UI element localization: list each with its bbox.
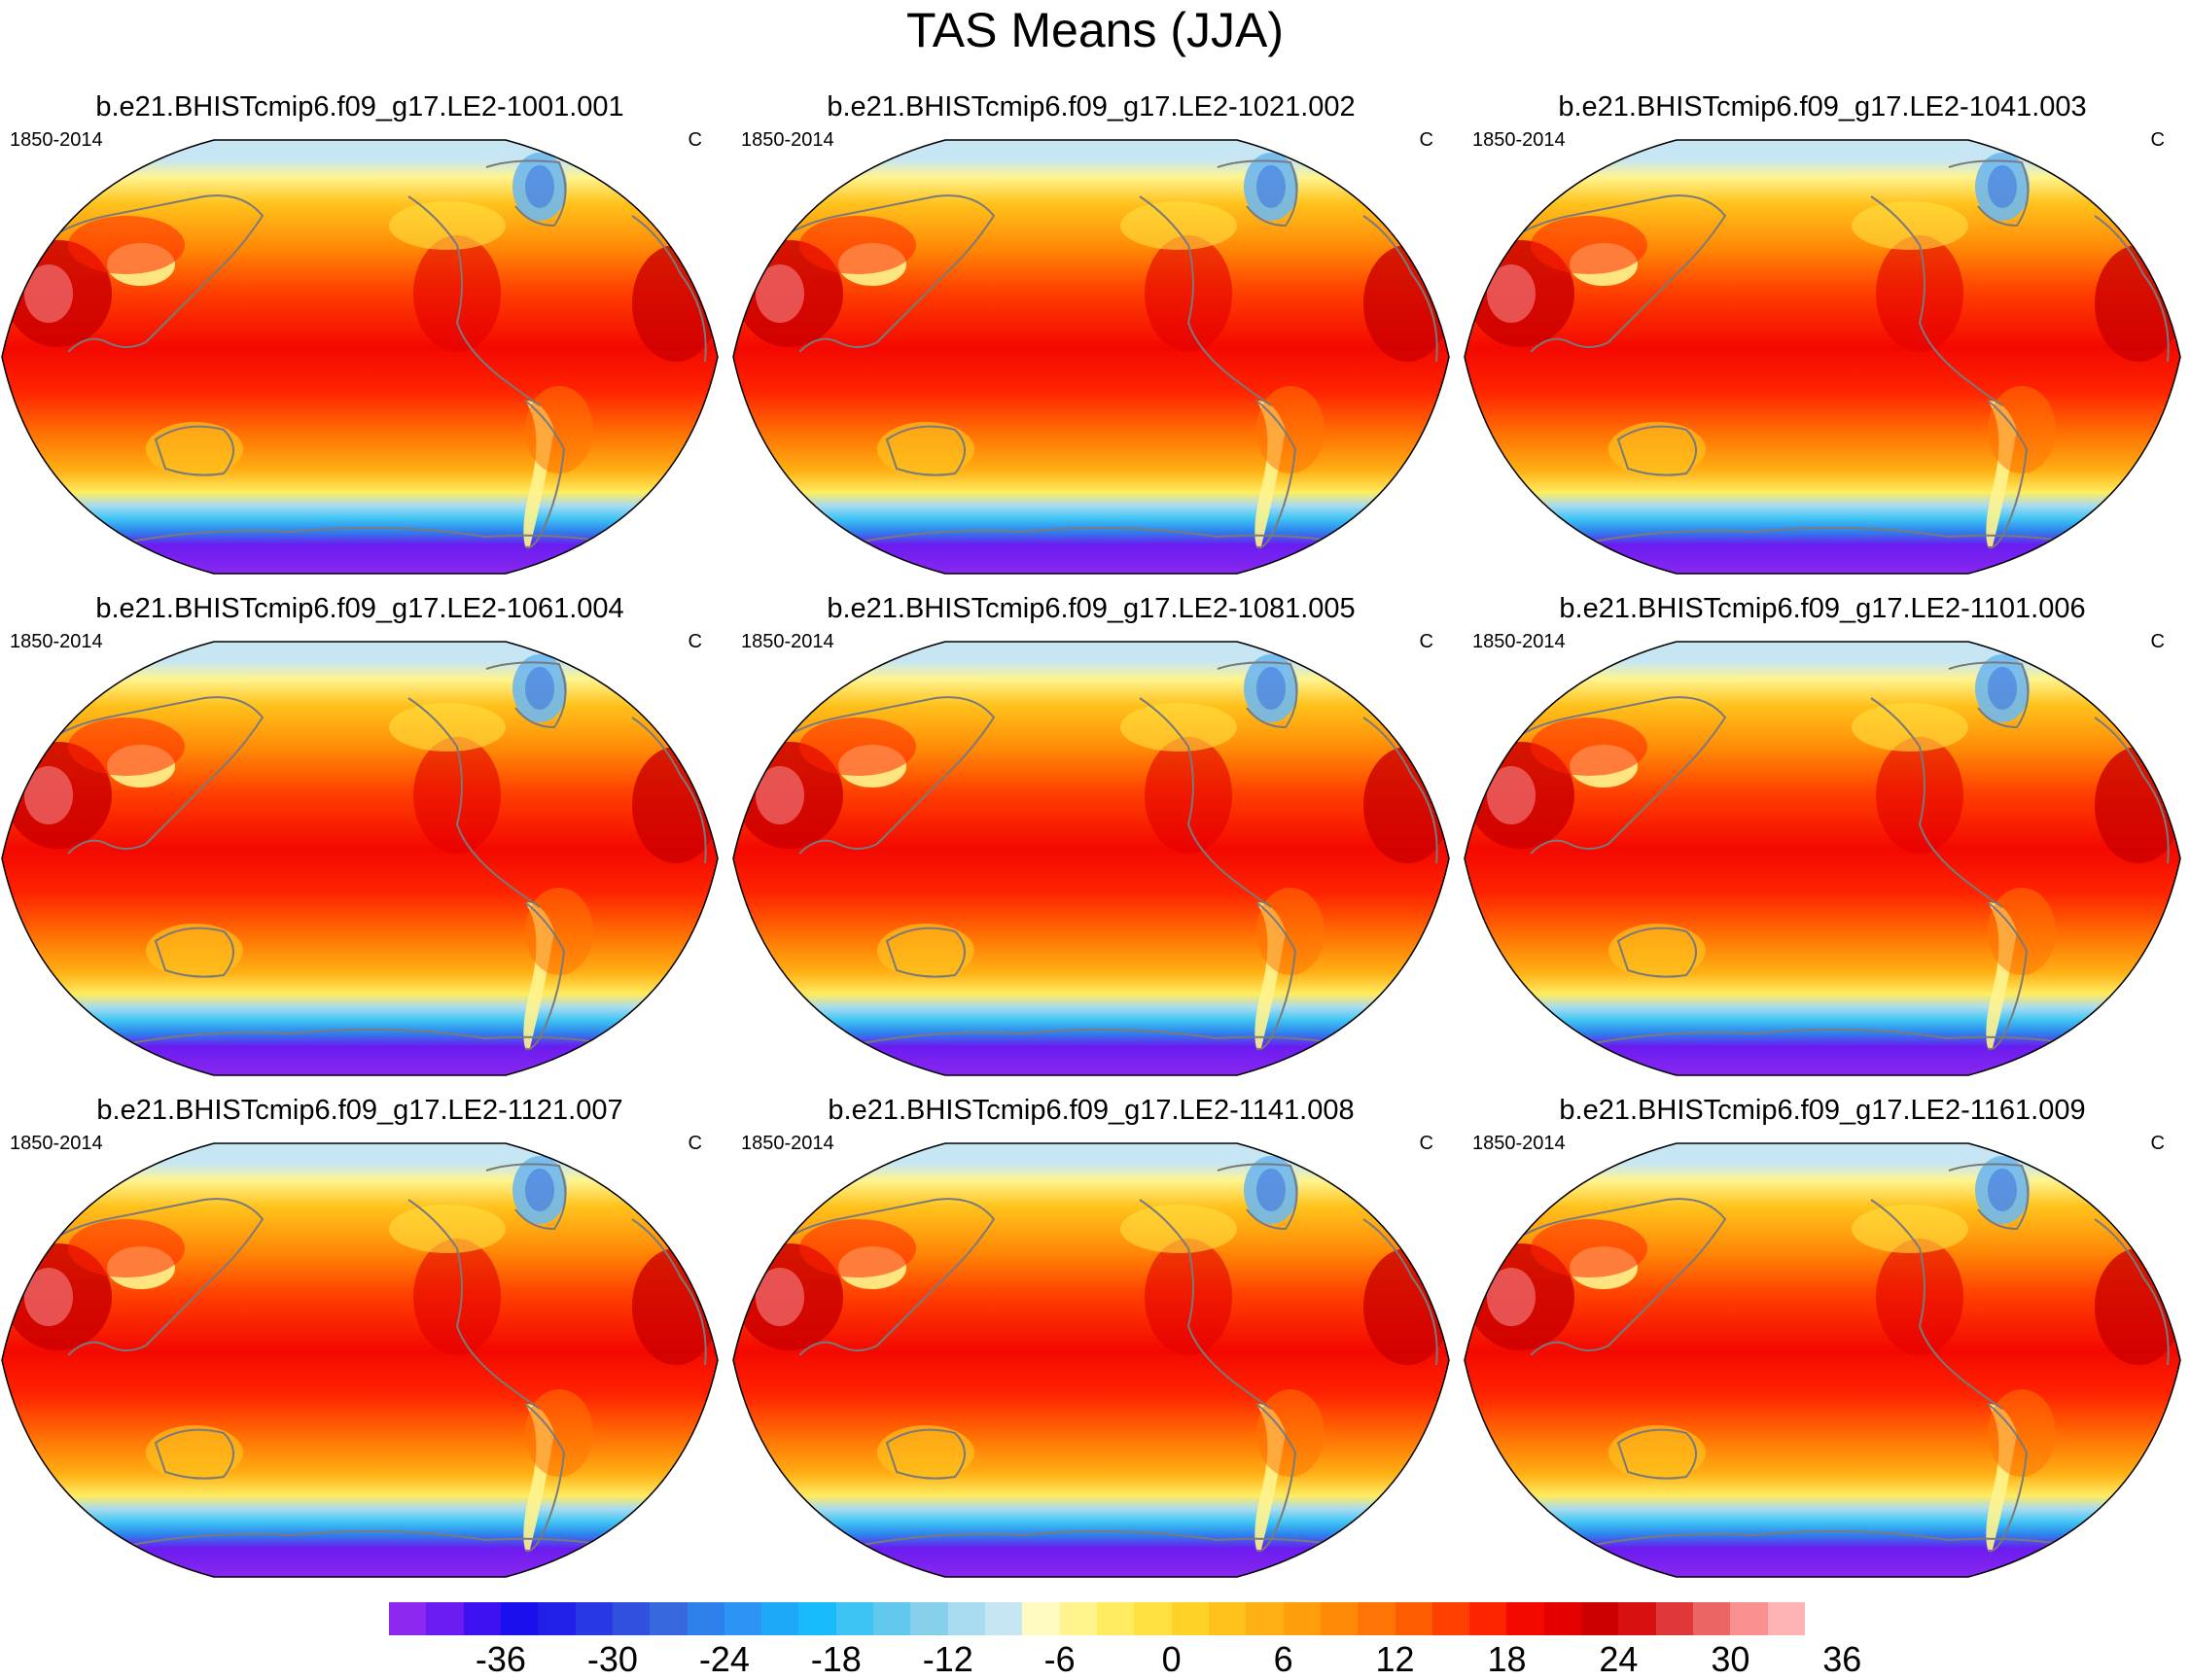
colorbar-tick-label: -36 [475,1639,526,1679]
colorbar-tick-label: 12 [1375,1639,1415,1679]
colorbar-swatch [1469,1602,1507,1635]
world-map [1,1142,719,1578]
colorbar-swatch [910,1602,949,1635]
colorbar-swatch [873,1602,911,1635]
panel-period-label: 1850-2014 [1472,1133,1566,1154]
map-panel: b.e21.BHISTcmip6.f09_g17.LE2-1081.005 185… [731,591,1451,1077]
panel-title: b.e21.BHISTcmip6.f09_g17.LE2-1101.006 [1559,593,2086,624]
colorbar-swatch [1283,1602,1322,1635]
panel-period-label: 1850-2014 [741,1133,834,1154]
colorbar-swatch [1358,1602,1396,1635]
panel-period-label: 1850-2014 [741,631,834,652]
colorbar-swatch [798,1602,837,1635]
panel-period-label: 1850-2014 [10,1133,103,1154]
map-panel: b.e21.BHISTcmip6.f09_g17.LE2-1101.006 185… [1463,591,2182,1077]
colorbar-tick-label: 30 [1711,1639,1750,1679]
map-panel: b.e21.BHISTcmip6.f09_g17.LE2-1001.001 185… [0,89,720,576]
colorbar-tick-label: -12 [922,1639,973,1679]
colorbar [389,1602,1806,1635]
colorbar-swatch [1097,1602,1135,1635]
colorbar-swatch [426,1602,465,1635]
panel-title: b.e21.BHISTcmip6.f09_g17.LE2-1161.009 [1559,1095,2086,1126]
world-map [732,139,1450,575]
colorbar-swatch [575,1602,614,1635]
colorbar-swatch [1208,1602,1247,1635]
colorbar-tick-label: 18 [1487,1639,1527,1679]
colorbar-swatch [1171,1602,1210,1635]
colorbar-swatch [947,1602,986,1635]
world-map [1464,1142,2181,1578]
colorbar-tick-label: -30 [586,1639,638,1679]
panel-units-label: C [1419,129,1433,151]
world-map [1464,641,2181,1076]
panel-period-label: 1850-2014 [10,631,103,652]
colorbar-swatch [1320,1602,1359,1635]
colorbar-swatch [1022,1602,1061,1635]
panel-units-label: C [1419,1133,1433,1154]
colorbar-swatch [1059,1602,1098,1635]
panel-title: b.e21.BHISTcmip6.f09_g17.LE2-1141.008 [828,1095,1355,1126]
colorbar-swatch [500,1602,539,1635]
colorbar-swatch [835,1602,874,1635]
colorbar-tick-label: 0 [1161,1639,1182,1679]
colorbar-swatch [1395,1602,1433,1635]
panel-title: b.e21.BHISTcmip6.f09_g17.LE2-1001.001 [95,91,624,122]
colorbar-swatch [1767,1602,1806,1635]
panel-units-label: C [688,1133,702,1154]
map-panel: b.e21.BHISTcmip6.f09_g17.LE2-1061.004 185… [0,591,720,1077]
world-map [732,641,1450,1076]
panel-units-label: C [1419,631,1433,652]
panel-units-label: C [2150,631,2165,652]
panel-period-label: 1850-2014 [1472,631,1566,652]
panel-title: b.e21.BHISTcmip6.f09_g17.LE2-1081.005 [827,593,1356,624]
world-map [1464,139,2181,575]
colorbar-swatch [1730,1602,1769,1635]
figure-title: TAS Means (JJA) [905,3,1285,57]
world-map [732,1142,1450,1578]
colorbar-tick-label: -6 [1043,1639,1076,1679]
colorbar-tick-label: 6 [1273,1639,1293,1679]
colorbar-swatch [1581,1602,1619,1635]
colorbar-swatch [1618,1602,1657,1635]
colorbar-swatch [724,1602,762,1635]
panel-period-label: 1850-2014 [741,129,834,151]
colorbar-swatch [1693,1602,1731,1635]
colorbar-swatch [687,1602,725,1635]
colorbar-tick-label: 36 [1822,1639,1862,1679]
panel-title: b.e21.BHISTcmip6.f09_g17.LE2-1121.007 [96,1095,623,1126]
colorbar-swatch [1543,1602,1582,1635]
colorbar-swatch [761,1602,799,1635]
colorbar-swatch [538,1602,577,1635]
panel-title: b.e21.BHISTcmip6.f09_g17.LE2-1041.003 [1558,91,2087,122]
panel-period-label: 1850-2014 [10,129,103,151]
colorbar-swatch [1655,1602,1694,1635]
panel-units-label: C [688,129,702,151]
world-map [1,641,719,1076]
map-panel: b.e21.BHISTcmip6.f09_g17.LE2-1161.009 185… [1463,1093,2182,1579]
colorbar-swatch [1134,1602,1173,1635]
colorbar-labels: -36 -30 -24 -18 -12 -6 0 6 12 18 24 30 36 [389,1639,1861,1680]
panel-units-label: C [2150,1133,2165,1154]
colorbar-swatch [1431,1602,1470,1635]
colorbar-swatch [612,1602,651,1635]
map-panel: b.e21.BHISTcmip6.f09_g17.LE2-1141.008 185… [731,1093,1451,1579]
panel-units-label: C [2150,129,2165,151]
panel-title: b.e21.BHISTcmip6.f09_g17.LE2-1021.002 [827,91,1356,122]
colorbar-swatch [463,1602,502,1635]
world-map [1,139,719,575]
map-panel: b.e21.BHISTcmip6.f09_g17.LE2-1121.007 185… [0,1093,720,1579]
panel-period-label: 1850-2014 [1472,129,1566,151]
colorbar-swatch [985,1602,1023,1635]
colorbar-swatch [1246,1602,1285,1635]
panel-title: b.e21.BHISTcmip6.f09_g17.LE2-1061.004 [95,593,624,624]
panel-units-label: C [688,631,702,652]
colorbar-tick-label: 24 [1599,1639,1639,1679]
map-panel: b.e21.BHISTcmip6.f09_g17.LE2-1041.003 185… [1463,89,2182,576]
colorbar-tick-label: -24 [698,1639,750,1679]
colorbar-swatch [389,1602,427,1635]
colorbar-swatch [650,1602,689,1635]
colorbar-tick-label: -18 [810,1639,862,1679]
map-panel: b.e21.BHISTcmip6.f09_g17.LE2-1021.002 185… [731,89,1451,576]
colorbar-swatch [1506,1602,1545,1635]
